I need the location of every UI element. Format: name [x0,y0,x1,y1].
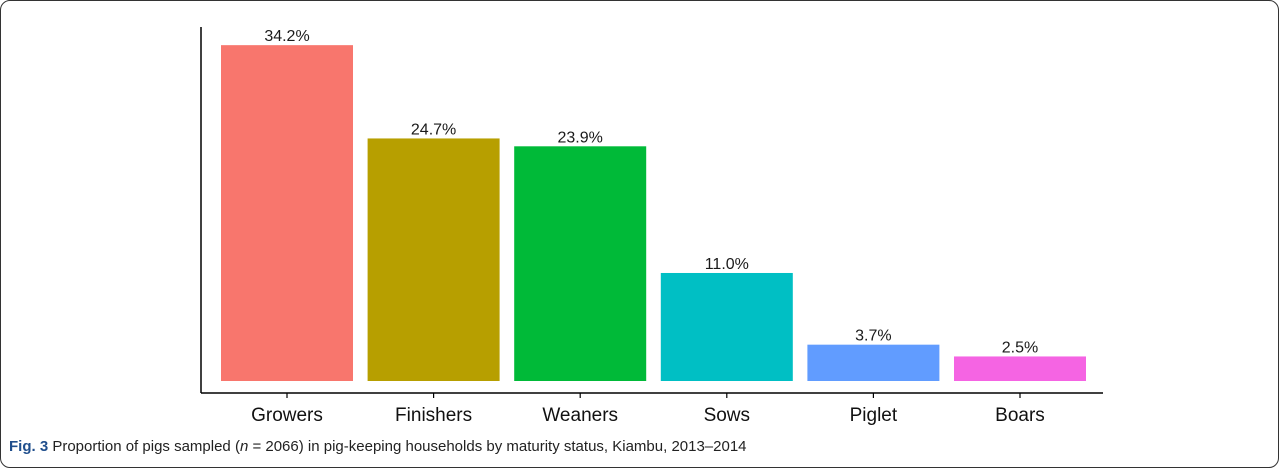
caption-text-1: Proportion of pigs sampled ( [48,438,240,455]
caption-text-2: = 2066) in pig-keeping households by mat… [248,438,747,455]
caption-n-symbol: n [239,438,249,455]
data-label-weaners: 23.9% [558,129,603,146]
x-tick-label-growers: Growers [251,405,323,426]
x-tick-label-piglet: Piglet [850,405,898,426]
bars-layer [221,45,1086,381]
x-tick-label-finishers: Finishers [395,405,472,426]
x-tick-label-weaners: Weaners [542,405,618,426]
bar-piglet [807,344,940,381]
bar-finishers [367,138,500,381]
data-label-piglet: 3.7% [855,328,891,345]
data-label-growers: 34.2% [264,28,309,45]
figure-caption: Fig. 3 Proportion of pigs sampled (n = 2… [9,438,747,455]
bar-weaners [514,146,647,381]
x-tick-label-sows: Sows [704,405,750,426]
data-label-boars: 2.5% [1002,339,1038,356]
data-label-sows: 11.0% [705,256,749,273]
figure-label: Fig. 3 [9,438,49,455]
x-tick-label-boars: Boars [995,405,1045,426]
data-labels-layer: 34.2% 24.7% 23.9% 11.0% 3.7% 2.5% [264,28,1038,356]
data-label-finishers: 24.7% [411,121,456,138]
x-tick-labels-layer: Growers Finishers Weaners Sows Piglet Boars [251,393,1045,426]
bar-sows [660,272,793,381]
bar-growers [221,45,353,381]
bar-boars [954,356,1086,381]
